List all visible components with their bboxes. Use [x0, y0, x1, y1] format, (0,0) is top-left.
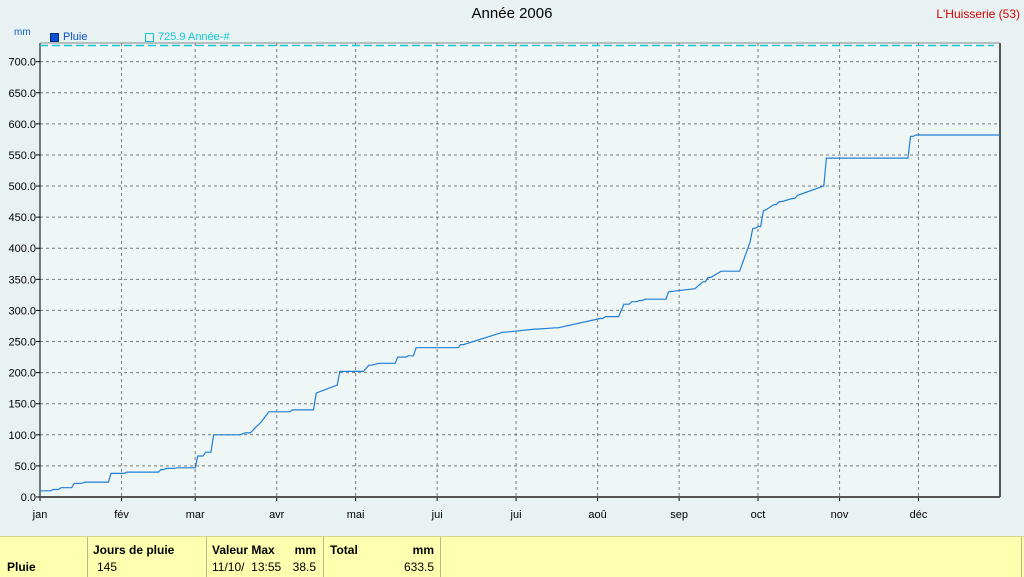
summary-empty-cell	[441, 537, 1022, 577]
x-tick-label: aoû	[588, 509, 606, 521]
y-tick-label: 500.0	[8, 181, 36, 193]
summary-label-cell: Pluie	[0, 537, 88, 577]
jours-header: Jours de pluie	[93, 543, 175, 557]
x-tick-label: déc	[910, 509, 928, 521]
total-unit: mm	[412, 543, 434, 557]
x-tick-label: avr	[269, 509, 285, 521]
y-tick-label: 150.0	[8, 399, 36, 411]
y-tick-label: 700.0	[8, 57, 36, 69]
valeur-value: 38.5	[292, 560, 316, 574]
valeur-header: Valeur Max	[212, 543, 275, 557]
summary-total-cell: Total mm 633.5	[324, 537, 441, 577]
y-tick-label: 550.0	[8, 150, 36, 162]
y-tick-label: 450.0	[8, 212, 36, 224]
jours-value: 145	[97, 560, 118, 574]
summary-table: Pluie Jours de pluie 145 Valeur Max mm 1…	[0, 536, 1024, 577]
summary-row-label: Pluie	[7, 560, 36, 574]
x-tick-label: jan	[32, 509, 48, 521]
station-name: L'Huisserie (53)	[936, 7, 1020, 21]
x-tick-label: sep	[670, 509, 688, 521]
plot-area	[40, 43, 1000, 497]
x-tick-label: oct	[751, 509, 766, 521]
y-tick-label: 600.0	[8, 119, 36, 131]
legend-label-pluie: Pluie	[63, 31, 88, 43]
series-line-pluie	[40, 134, 1000, 492]
legend-label-reference: 725.9 Année-#	[158, 31, 230, 43]
rainfall-chart: 0.0 50.0 100.0 150.0 200.0 250.0 300.0 350.0 400…	[8, 42, 1001, 521]
y-tick-label: 50.0	[15, 461, 36, 473]
y-tick-label: 200.0	[8, 368, 36, 380]
x-tick-label: mai	[347, 509, 365, 521]
y-tick-label: 350.0	[8, 274, 36, 286]
total-value: 633.5	[403, 560, 434, 574]
y-tick-label: 300.0	[8, 305, 36, 317]
x-tick-label: mar	[186, 509, 205, 521]
legend-swatch-pluie	[50, 32, 59, 42]
y-tick-label: 0.0	[21, 492, 36, 504]
legend-swatch-reference	[145, 32, 154, 42]
chart-title: Année 2006	[471, 5, 553, 22]
y-tick-label: 650.0	[8, 88, 36, 100]
x-tick-label: nov	[831, 509, 849, 521]
valeur-unit: mm	[294, 543, 316, 557]
valeur-date: 11/10/ 13:55	[212, 560, 282, 574]
y-axis-unit: mm	[14, 27, 31, 38]
x-tick-label: fév	[114, 509, 129, 521]
x-tick-label: jui	[431, 509, 443, 521]
summary-jours-cell: Jours de pluie 145	[88, 537, 207, 577]
y-tick-label: 100.0	[8, 430, 36, 442]
legend-item-pluie: Pluie	[50, 31, 87, 43]
legend-item-reference: 725.9 Année-#	[145, 31, 230, 43]
total-header: Total	[330, 543, 358, 557]
summary-valeur-cell: Valeur Max mm 11/10/ 13:55 38.5	[207, 537, 324, 577]
y-tick-label: 250.0	[8, 337, 36, 349]
x-tick-label: jui	[510, 509, 522, 521]
y-tick-label: 400.0	[8, 243, 36, 255]
